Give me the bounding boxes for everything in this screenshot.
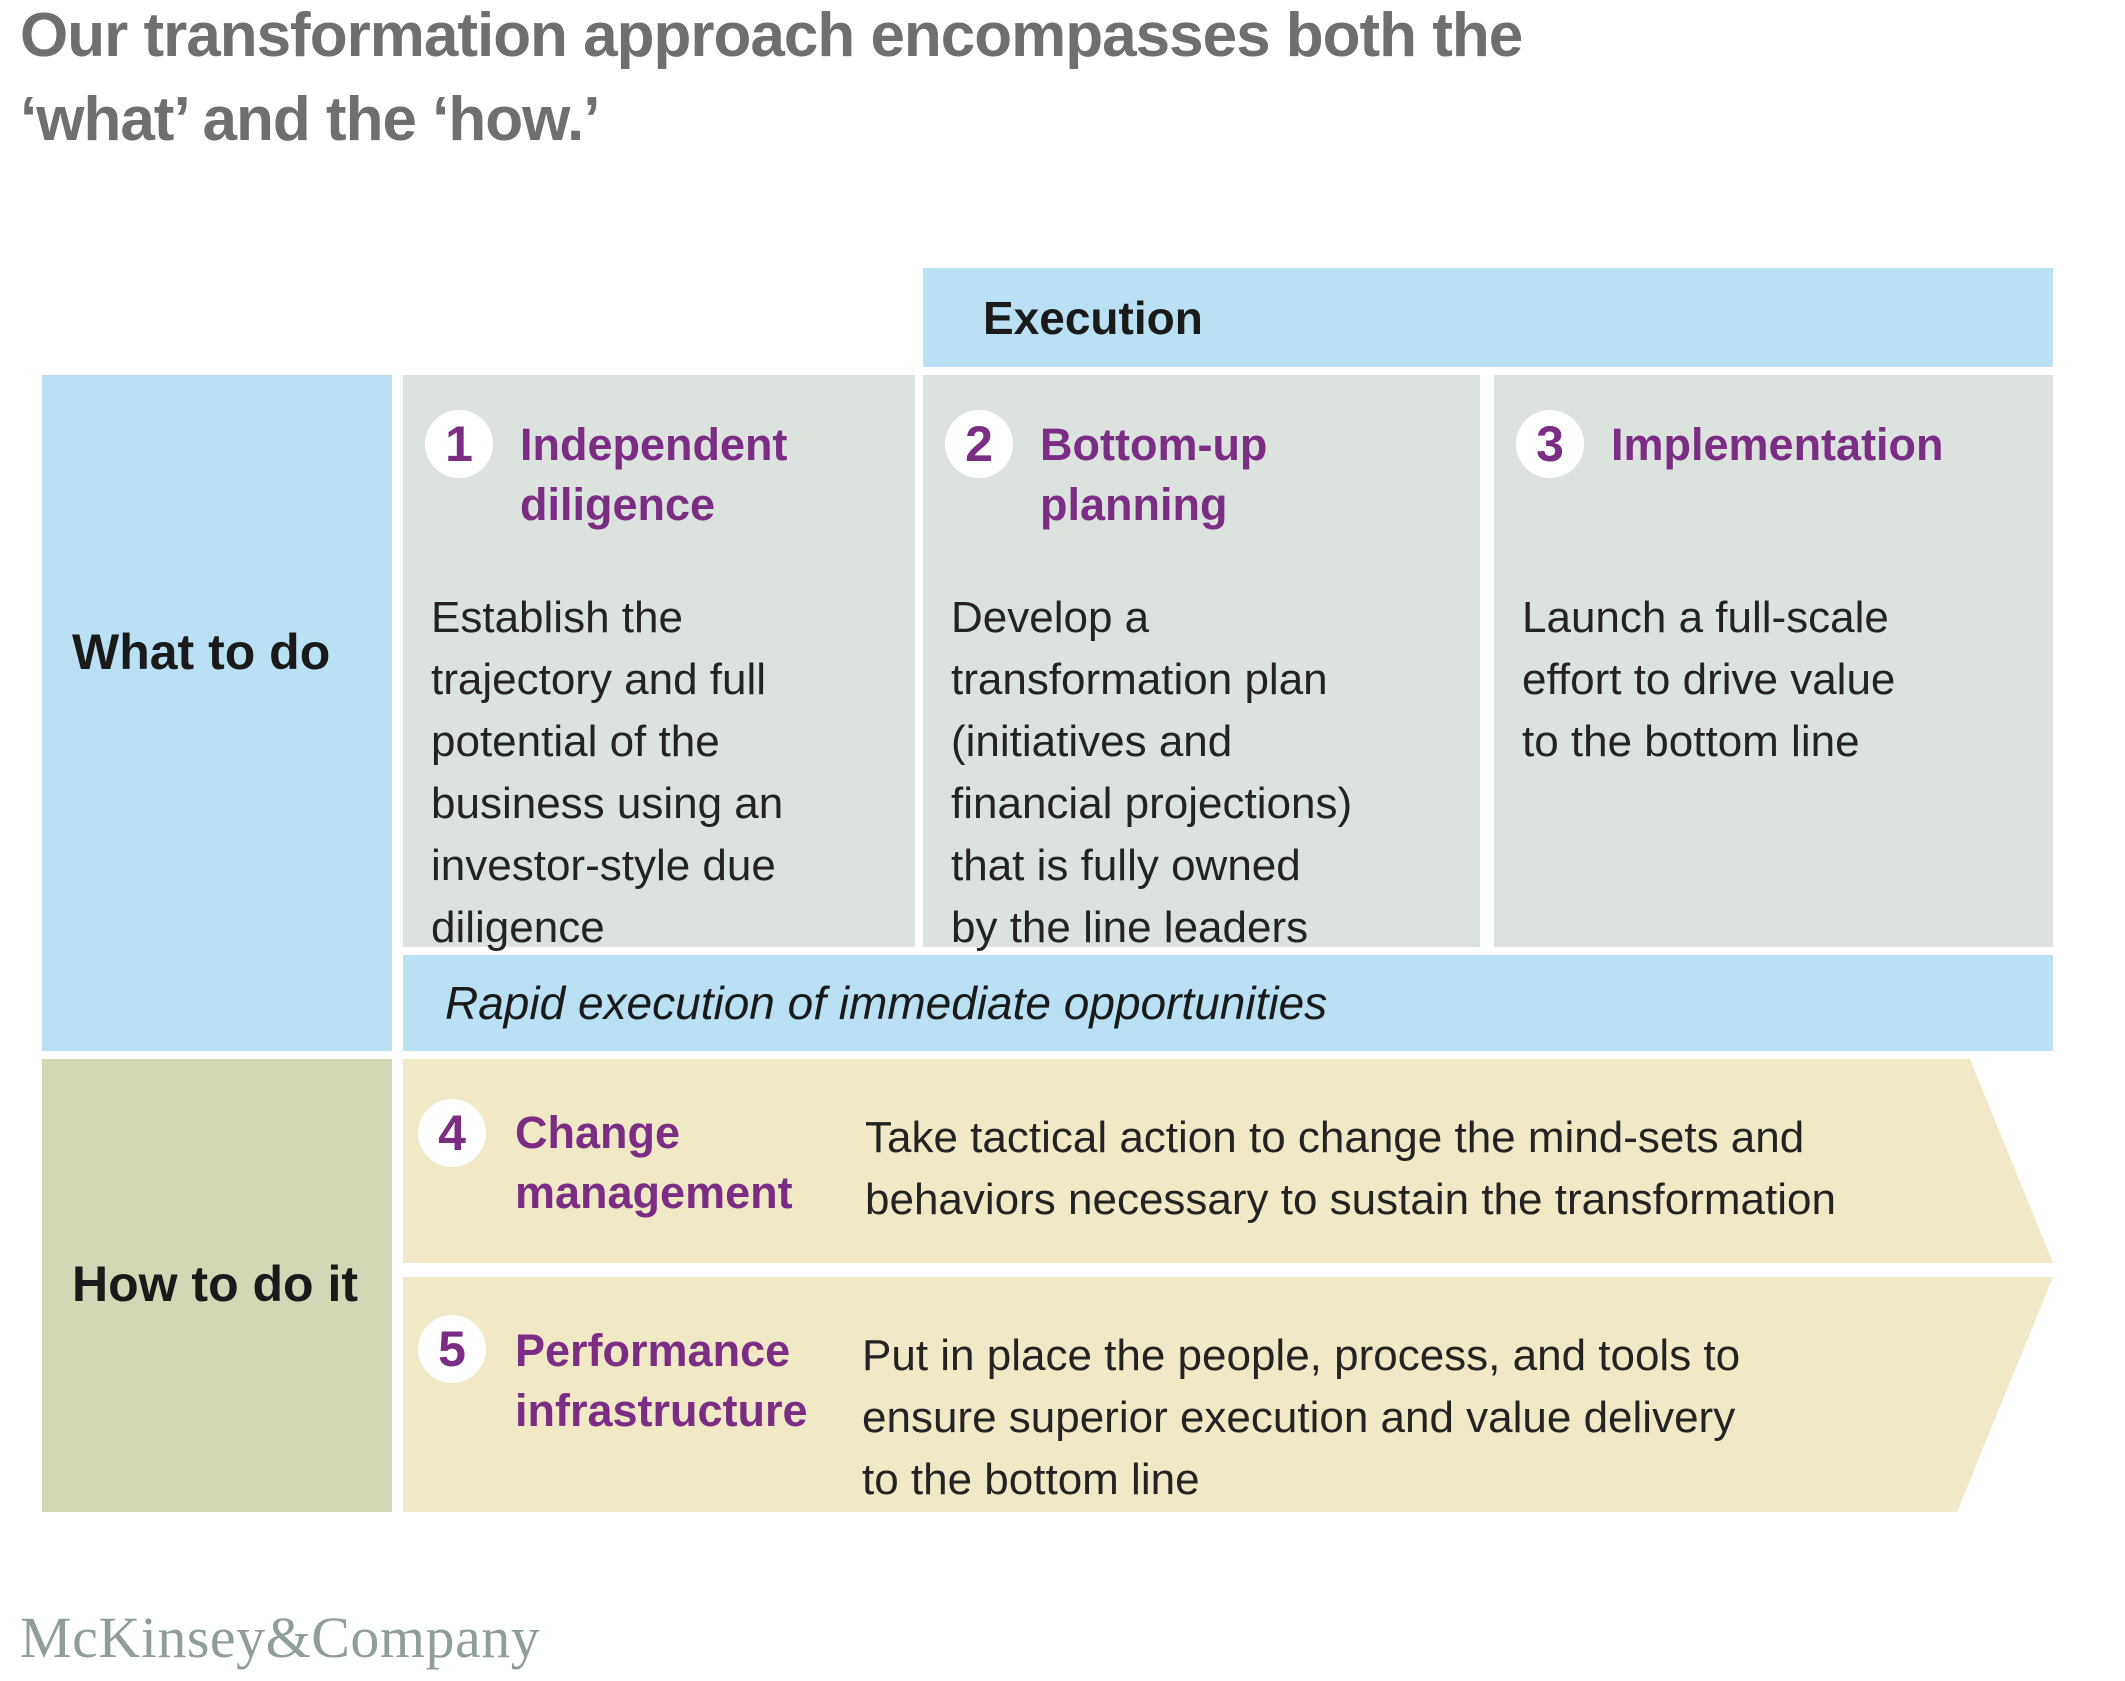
step-5-number-badge: 5 bbox=[418, 1315, 486, 1383]
what-to-do-label: What to do bbox=[72, 624, 331, 680]
phase-3-description: Launch a full-scale effort to drive valu… bbox=[1522, 593, 1896, 766]
phase-2-heading: 2 Bottom-up planning bbox=[945, 410, 1464, 535]
step-5-description: Put in place the people, process, and to… bbox=[862, 1331, 1741, 1504]
phase-1-description: Establish the trajectory and full potent… bbox=[431, 593, 784, 952]
step-4-description: Take tactical action to change the mind-… bbox=[865, 1113, 1836, 1224]
phase-1-heading: 1 Independent diligence bbox=[425, 410, 899, 535]
rapid-execution-banner-label: Rapid execution of immediate opportuniti… bbox=[445, 977, 1328, 1029]
step-4-number-badge: 4 bbox=[418, 1099, 486, 1167]
page-title: Our transformation approach encompasses … bbox=[20, 1, 1523, 154]
rapid-execution-banner: Rapid execution of immediate opportuniti… bbox=[403, 955, 2053, 1051]
how-to-do-it-label: How to do it bbox=[72, 1256, 359, 1312]
phase-2-description: Develop a transformation plan (initiativ… bbox=[951, 593, 1353, 952]
phase-3-title: Implementation bbox=[1611, 419, 1944, 470]
step-row-performance-infrastructure: 5 Performance infrastructure Put in plac… bbox=[403, 1277, 2053, 1512]
phase-box-independent-diligence: 1 Independent diligence Establish the tr… bbox=[403, 375, 915, 952]
phase-box-implementation: 3 Implementation Launch a full-scale eff… bbox=[1494, 375, 2053, 947]
phase-1-title: Independent diligence bbox=[520, 419, 788, 530]
mckinsey-company-logo: McKinsey&Company bbox=[20, 1605, 541, 1670]
phase-2-number-badge: 2 bbox=[945, 410, 1013, 478]
phase-2-title: Bottom-up planning bbox=[1040, 419, 1268, 530]
phase-1-number-badge: 1 bbox=[425, 410, 493, 478]
execution-header-label: Execution bbox=[983, 291, 1203, 344]
what-to-do-label-box: What to do bbox=[42, 375, 392, 1051]
phase-box-bottom-up-planning: 2 Bottom-up planning Develop a transform… bbox=[923, 375, 1480, 952]
execution-header-bar: Execution bbox=[923, 268, 2053, 367]
phase-3-number-badge: 3 bbox=[1516, 410, 1584, 478]
step-4-title: Change management bbox=[515, 1107, 793, 1218]
step-5-title: Performance infrastructure bbox=[515, 1325, 808, 1436]
phase-3-heading: 3 Implementation bbox=[1516, 410, 2037, 478]
step-row-change-management: 4 Change management Take tactical action… bbox=[403, 1059, 2053, 1263]
how-to-do-it-label-box: How to do it bbox=[42, 1059, 392, 1512]
